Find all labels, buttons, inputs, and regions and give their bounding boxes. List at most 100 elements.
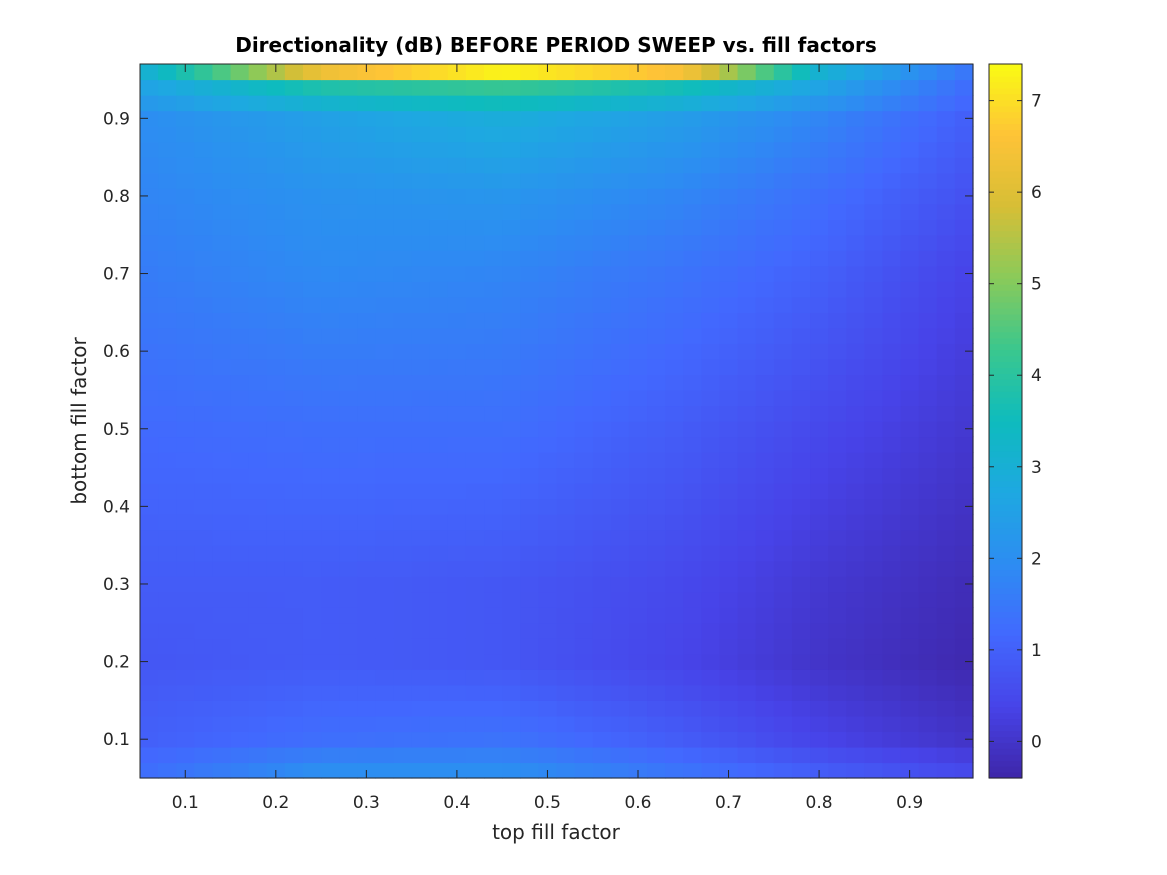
heatmap-cell [791, 529, 811, 546]
heatmap-cell [647, 327, 666, 344]
heatmap-cell [357, 203, 377, 220]
heatmap-cell [465, 498, 485, 515]
heatmap-cell [647, 700, 666, 717]
heatmap-cell [140, 731, 159, 748]
heatmap-cell [556, 514, 576, 531]
heatmap-cell [810, 95, 829, 112]
colorbar-segment [989, 248, 1022, 255]
heatmap-cell [248, 545, 268, 562]
heatmap-cell [140, 141, 159, 158]
colorbar-segment [989, 141, 1022, 148]
heatmap-cell [954, 141, 974, 158]
heatmap-cell [429, 731, 449, 748]
heatmap-cell [411, 141, 431, 158]
heatmap-cell [339, 715, 358, 733]
heatmap-cell [284, 529, 304, 546]
colorbar-segment [989, 224, 1022, 232]
heatmap-cell [502, 79, 521, 96]
colorbar-segment [989, 730, 1022, 737]
heatmap-cell [520, 669, 539, 686]
heatmap-cell [791, 172, 811, 189]
heatmap-cell [375, 684, 395, 701]
heatmap-cell [502, 64, 521, 81]
heatmap-cell [810, 529, 829, 546]
heatmap-cell [140, 172, 159, 189]
heatmap-cell [248, 312, 268, 329]
heatmap-cell [810, 188, 829, 205]
heatmap-cell [773, 514, 793, 531]
heatmap-cell [900, 591, 920, 608]
heatmap-cell [484, 746, 503, 764]
heatmap-cell [665, 576, 684, 593]
heatmap-cell [321, 64, 340, 81]
colorbar-segment [989, 218, 1022, 226]
heatmap-cell [791, 436, 811, 453]
heatmap-cell [302, 250, 322, 267]
heatmap-cell [230, 715, 250, 733]
heatmap-cell [393, 622, 413, 639]
heatmap-cell [864, 436, 884, 453]
heatmap-cell [284, 545, 304, 562]
heatmap-cell [520, 452, 539, 469]
heatmap-cell [230, 312, 250, 329]
heatmap-cell [846, 110, 865, 127]
heatmap-cell [592, 653, 612, 670]
heatmap-cell [302, 545, 322, 562]
heatmap-cell [158, 234, 177, 251]
colorbar-segment [989, 307, 1022, 315]
heatmap-cell [882, 141, 902, 158]
heatmap-cell [592, 172, 612, 189]
heatmap-cell [538, 312, 558, 329]
heatmap-cell [773, 467, 793, 484]
heatmap-cell [882, 203, 902, 220]
heatmap-cell [719, 576, 739, 593]
heatmap-cell [936, 312, 956, 329]
x-tick-label: 0.9 [896, 793, 923, 813]
heatmap-cell [791, 669, 811, 686]
heatmap-cell [357, 219, 377, 236]
heatmap-cell [936, 514, 956, 531]
heatmap-cell [574, 746, 594, 764]
heatmap-cell [864, 126, 884, 143]
heatmap-cell [755, 762, 775, 779]
heatmap-cell [665, 389, 684, 407]
heatmap-cell [900, 545, 920, 562]
heatmap-cell [339, 265, 358, 282]
heatmap-cell [773, 188, 793, 205]
heatmap-cell [484, 529, 503, 546]
heatmap-cell [954, 296, 974, 313]
heatmap-cell [773, 653, 793, 670]
heatmap-cell [465, 452, 485, 469]
heatmap-cell [212, 64, 232, 81]
heatmap-cell [248, 405, 268, 422]
heatmap-cell [248, 110, 268, 127]
heatmap-cell [411, 545, 431, 562]
heatmap-cell [429, 126, 449, 143]
heatmap-cell [411, 389, 431, 407]
heatmap-cell [429, 188, 449, 205]
heatmap-cell [683, 545, 702, 562]
heatmap-cell [592, 188, 612, 205]
heatmap-cell [393, 219, 413, 236]
heatmap-cell [647, 281, 666, 298]
heatmap-cell [556, 545, 576, 562]
heatmap-cell [918, 529, 938, 546]
heatmap-cell [900, 358, 920, 376]
heatmap-cell [918, 234, 938, 251]
heatmap-cell [574, 188, 594, 205]
heatmap-cell [882, 529, 902, 546]
heatmap-cell [447, 560, 467, 577]
heatmap-cell [230, 421, 250, 438]
heatmap-cell [610, 172, 630, 189]
heatmap-cell [321, 203, 340, 220]
heatmap-cell [158, 483, 177, 500]
heatmap-cell [140, 250, 159, 267]
heatmap-cell [502, 529, 521, 546]
heatmap-cell [447, 389, 467, 407]
heatmap-cell [791, 141, 811, 158]
heatmap-cell [375, 281, 395, 298]
heatmap-cell [900, 188, 920, 205]
heatmap-cell [339, 157, 358, 174]
heatmap-cell [230, 79, 250, 96]
heatmap-cell [882, 281, 902, 298]
